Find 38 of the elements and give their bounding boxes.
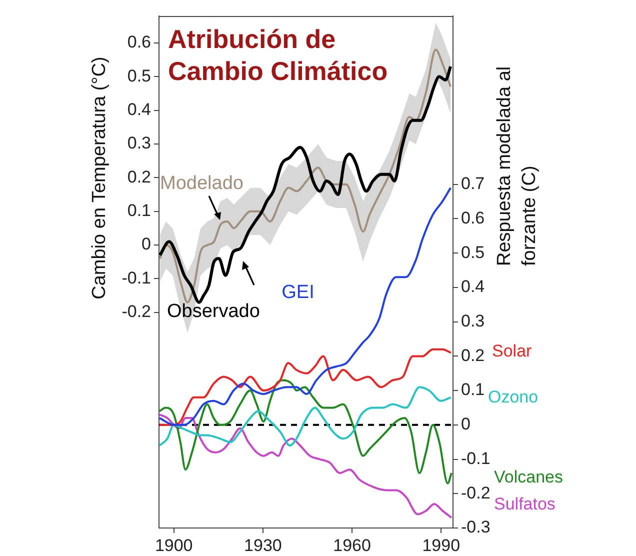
text: Sulfatos [494, 494, 556, 514]
y-tick-label: -0.2 [122, 302, 151, 322]
y-tick-label: 0.4 [127, 100, 151, 120]
y2-tick-label: 0.6 [461, 208, 485, 228]
y2-tick-label: -0.1 [461, 448, 490, 468]
y-axis-title: Cambio en Temperatura (°C) [89, 56, 110, 300]
text: GEI [282, 282, 314, 304]
y-tick-label: 0.5 [127, 66, 151, 86]
y-tick-label: 0.2 [127, 167, 151, 186]
y-tick-label: 0.6 [127, 32, 151, 52]
y-tick-label: 0.1 [127, 201, 151, 220]
x-tick-label: 1930 [244, 536, 282, 555]
text: Ozono [488, 388, 538, 407]
x-tick-label: 1990 [422, 536, 460, 555]
y2-tick-label: 0.5 [461, 242, 485, 262]
y-tick-label: 0 [142, 234, 151, 254]
y2-tick-label: -0.2 [461, 483, 490, 502]
text: Atribución de Cambio Climático [168, 24, 388, 86]
line-series [159, 379, 453, 484]
y2-tick-label: 0.3 [461, 312, 485, 331]
legend-label: Observado [167, 301, 260, 322]
series-label: Modelado [160, 173, 244, 194]
line-series [159, 386, 452, 447]
text: Solar [492, 342, 532, 361]
line-series [159, 348, 452, 426]
y-tick-label: 0.3 [127, 134, 151, 153]
line-series [159, 414, 453, 519]
y-tick-label: -0.1 [122, 268, 151, 288]
x-tick-label: 1900 [154, 536, 193, 555]
y2-tick-label: -0.3 [461, 518, 490, 537]
y2-tick-label: 0.1 [461, 380, 485, 400]
text: Volcanes [494, 468, 563, 487]
y2-tick-label: 0.2 [461, 346, 485, 365]
y2-axis-title: Respuesta modelada al forzante (C) [494, 66, 540, 266]
y2-tick-label: 0 [461, 414, 470, 434]
x-tick-label: 1960 [333, 536, 371, 555]
y2-tick-label: 0.7 [461, 174, 485, 194]
y2-tick-label: 0.4 [461, 277, 485, 296]
